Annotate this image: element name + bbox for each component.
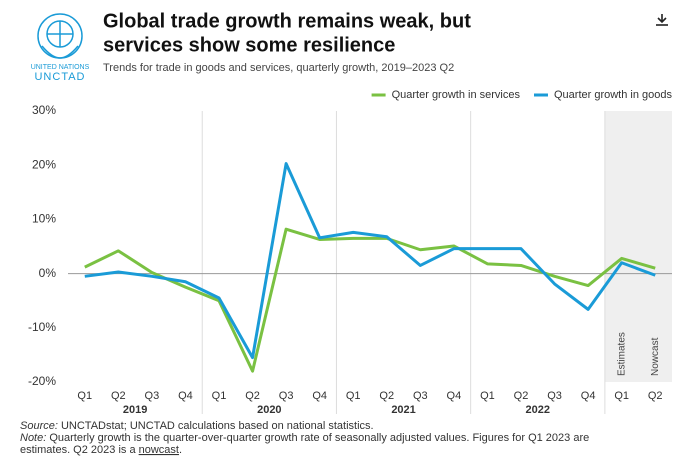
year-label: 2022 bbox=[526, 404, 550, 416]
shade-label: Estimates bbox=[616, 332, 627, 376]
series-line bbox=[84, 227, 656, 373]
note-text: . bbox=[179, 444, 182, 456]
x-tick-label: Q1 bbox=[346, 390, 361, 402]
chart-title: services show some resilience bbox=[103, 34, 395, 56]
x-tick-label: Q1 bbox=[212, 390, 227, 402]
year-label: 2019 bbox=[123, 404, 147, 416]
x-tick-label: Q4 bbox=[581, 390, 596, 402]
y-tick-label: -10% bbox=[28, 320, 56, 334]
x-tick-label: Q3 bbox=[413, 390, 428, 402]
series-line bbox=[84, 162, 656, 360]
note-link[interactable]: nowcast bbox=[139, 444, 179, 456]
legend-label: Quarter growth in services bbox=[392, 89, 521, 101]
x-tick-label: Q1 bbox=[77, 390, 92, 402]
note-text: Quarterly growth is the quarter-over-qua… bbox=[46, 432, 589, 444]
logo-text: UNCTAD bbox=[34, 71, 85, 83]
x-tick-label: Q3 bbox=[279, 390, 294, 402]
x-tick-label: Q3 bbox=[547, 390, 562, 402]
logo-text: UNITED NATIONS bbox=[31, 64, 90, 71]
x-tick-label: Q2 bbox=[514, 390, 529, 402]
x-tick-label: Q2 bbox=[379, 390, 394, 402]
legend-label: Quarter growth in goods bbox=[554, 89, 673, 101]
note: Note: Quarterly growth is the quarter-ov… bbox=[20, 432, 589, 444]
source: Source: UNCTADstat; UNCTAD calculations … bbox=[20, 420, 374, 432]
x-tick-label: Q4 bbox=[312, 390, 327, 402]
x-tick-label: Q1 bbox=[614, 390, 629, 402]
x-tick-label: Q2 bbox=[648, 390, 663, 402]
y-tick-label: -20% bbox=[28, 374, 56, 388]
y-tick-label: 0% bbox=[39, 266, 57, 280]
y-tick-label: 20% bbox=[32, 157, 56, 171]
year-label: 2020 bbox=[257, 404, 281, 416]
logo bbox=[37, 13, 83, 59]
note-text: estimates. Q2 2023 is a bbox=[20, 444, 139, 456]
estimate-shade bbox=[604, 111, 672, 382]
shade-label: Nowcast bbox=[650, 337, 661, 376]
year-label: 2021 bbox=[391, 404, 415, 416]
x-tick-label: Q4 bbox=[178, 390, 193, 402]
note: estimates. Q2 2023 is a nowcast. bbox=[20, 444, 182, 456]
source-text: UNCTADstat; UNCTAD calculations based on… bbox=[58, 420, 374, 432]
x-tick-label: Q2 bbox=[111, 390, 126, 402]
x-tick-label: Q1 bbox=[480, 390, 495, 402]
download-button[interactable] bbox=[656, 14, 668, 26]
source-label: Source: bbox=[20, 420, 58, 432]
chart-title: Global trade growth remains weak, but bbox=[103, 10, 471, 32]
x-tick-label: Q3 bbox=[145, 390, 160, 402]
x-tick-label: Q2 bbox=[245, 390, 260, 402]
y-tick-label: 10% bbox=[32, 212, 56, 226]
y-tick-label: 30% bbox=[32, 103, 56, 117]
x-tick-label: Q4 bbox=[447, 390, 462, 402]
chart-subtitle: Trends for trade in goods and services, … bbox=[103, 62, 454, 74]
note-label: Note: bbox=[20, 432, 46, 444]
